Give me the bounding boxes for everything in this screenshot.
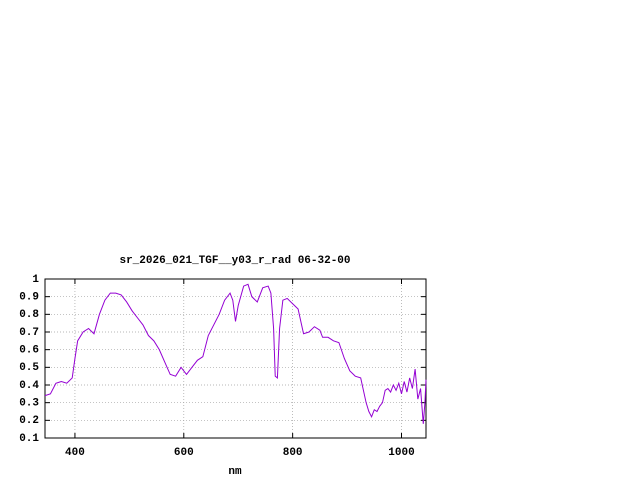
y-tick-label: 0.7 bbox=[19, 327, 39, 339]
data-line bbox=[44, 283, 427, 424]
x-tick-label: 400 bbox=[65, 447, 85, 459]
y-tick-label: 0.4 bbox=[19, 380, 39, 392]
chart-title: sr_2026_021_TGF__y03_r_rad 06-32-00 bbox=[119, 255, 350, 267]
y-tick-label: 0.3 bbox=[19, 398, 39, 410]
x-tick-label: 800 bbox=[283, 447, 303, 459]
y-tick-label: 0.9 bbox=[19, 292, 39, 304]
x-axis-label: nm bbox=[228, 466, 242, 478]
y-tick-label: 0.1 bbox=[19, 433, 39, 445]
x-tick-label: 1000 bbox=[388, 447, 414, 459]
x-tick-label: 600 bbox=[174, 447, 194, 459]
y-tick-label: 1 bbox=[32, 274, 39, 286]
y-tick-label: 0.6 bbox=[19, 345, 39, 357]
plot-frame bbox=[44, 278, 427, 439]
y-tick-label: 0.8 bbox=[19, 309, 39, 321]
y-tick-label: 0.2 bbox=[19, 415, 39, 427]
y-tick-label: 0.5 bbox=[19, 362, 39, 374]
